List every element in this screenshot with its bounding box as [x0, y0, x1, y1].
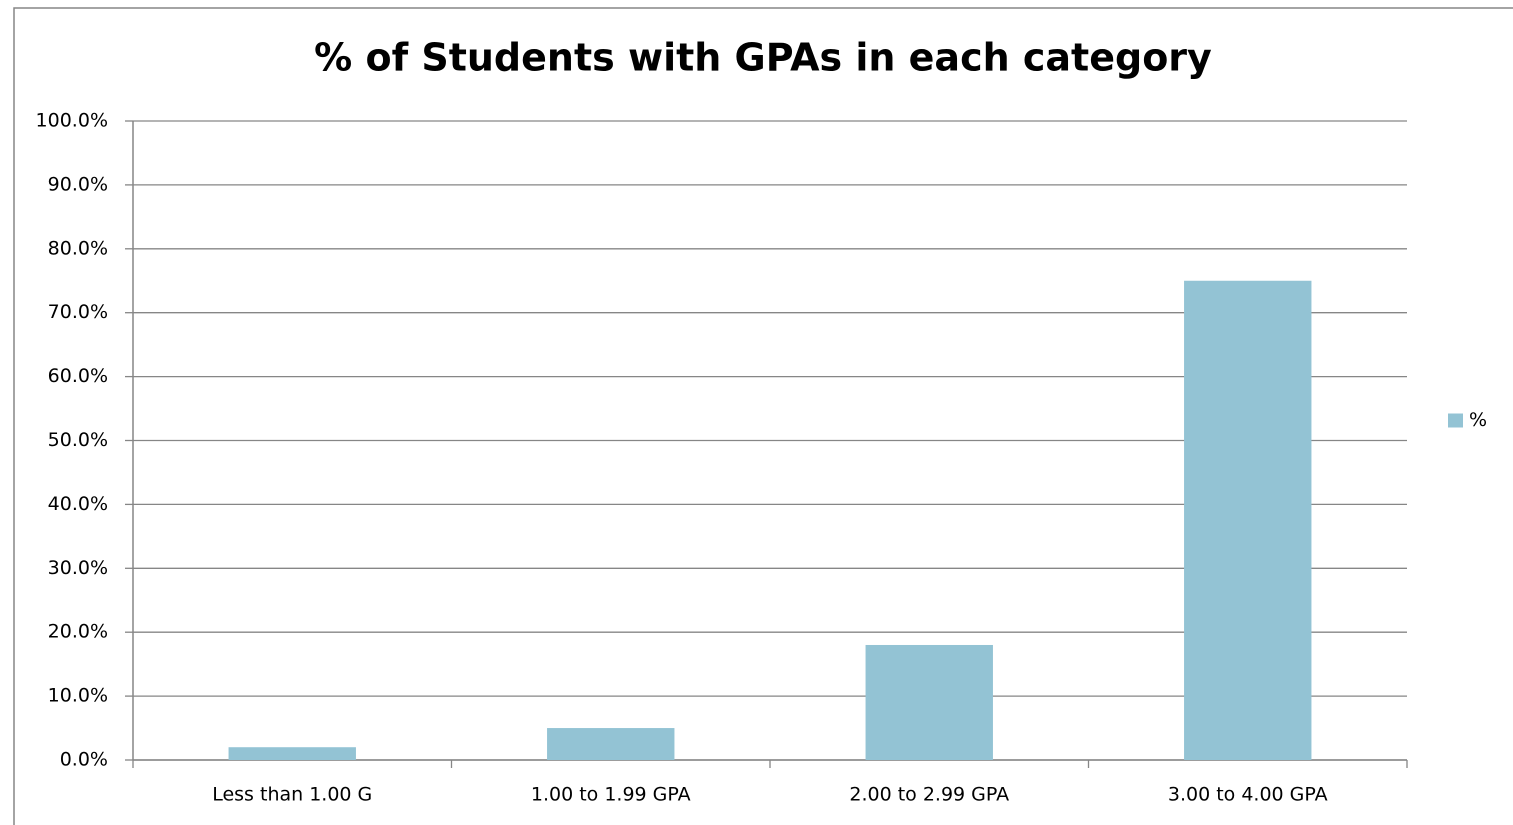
y-tick-label: 70.0%	[48, 301, 108, 323]
y-tick-label: 100.0%	[36, 110, 108, 132]
chart-title: % of Students with GPAs in each category	[314, 36, 1212, 80]
bar	[1184, 280, 1312, 760]
y-tick-label: 90.0%	[48, 173, 108, 195]
x-tick-label: Less than 1.00 G	[212, 784, 372, 806]
y-tick-label: 60.0%	[48, 365, 108, 387]
x-tick-label: 1.00 to 1.99 GPA	[531, 784, 691, 806]
y-tick-label: 80.0%	[48, 237, 108, 259]
y-tick-label: 30.0%	[48, 557, 108, 579]
x-tick-label: 2.00 to 2.99 GPA	[849, 784, 1009, 806]
bar	[865, 644, 993, 760]
bar	[547, 728, 675, 760]
y-tick-label: 40.0%	[48, 493, 108, 515]
y-tick-label: 10.0%	[48, 685, 108, 707]
y-tick-label: 0.0%	[60, 749, 108, 771]
x-tick-label: 3.00 to 4.00 GPA	[1168, 784, 1328, 806]
chart-frame	[13, 7, 1513, 825]
legend-swatch	[1448, 413, 1463, 428]
y-tick-label: 50.0%	[48, 429, 108, 451]
y-tick-label: 20.0%	[48, 621, 108, 643]
legend-label: %	[1469, 409, 1487, 431]
bar	[228, 747, 356, 760]
